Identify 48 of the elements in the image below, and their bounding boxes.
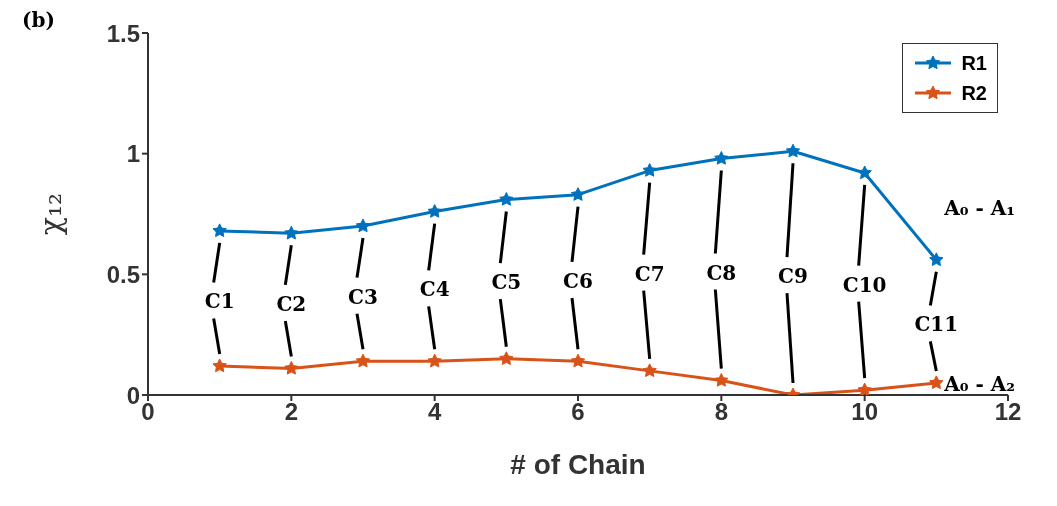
annotation: C8 [706,260,737,285]
point [785,143,801,158]
y-tick-label: 1.5 [106,19,140,47]
point [714,150,729,165]
point [499,192,514,206]
point [642,363,657,378]
annotation: A₀ - A₂ [943,371,1016,396]
annotation: C10 [842,272,887,297]
x-tick-label: 4 [427,398,442,426]
point [284,225,299,240]
x-axis-title: # of Chain [510,449,646,480]
annotation: C2 [276,291,307,316]
point [642,163,657,177]
point [212,223,227,238]
x-tick-label: 10 [851,398,879,426]
point [570,353,586,368]
y-tick-label: 0.5 [106,260,140,288]
y-axis-title: χ₁₂ [32,192,68,236]
point [929,375,944,390]
x-tick-label: 8 [714,398,729,426]
x-tick-label: 2 [284,398,299,426]
point [929,252,944,267]
annotation: C1 [204,289,235,314]
point [284,360,299,375]
point [427,204,442,218]
annotation: C6 [563,268,593,293]
annotation: C9 [778,264,808,289]
y-tick-label: 1 [126,140,140,168]
x-tick-label: 12 [994,398,1022,426]
point [427,353,442,368]
annotation: C7 [634,261,665,286]
annotation: C4 [419,277,450,302]
y-tick-label: 0 [126,381,140,409]
x-tick-label: 6 [571,398,585,426]
annotation: A₀ - A₁ [943,195,1016,220]
legend-label: R2 [961,81,987,106]
point [355,218,371,233]
annotation: C3 [348,284,378,309]
annotation: C11 [914,312,959,337]
point [714,373,729,387]
point [570,187,586,201]
text: (b) [22,8,55,32]
point [355,353,371,368]
point [857,382,872,395]
legend-label: R1 [961,51,987,76]
point [212,358,227,373]
point [499,351,514,365]
annotation: C5 [491,270,522,295]
